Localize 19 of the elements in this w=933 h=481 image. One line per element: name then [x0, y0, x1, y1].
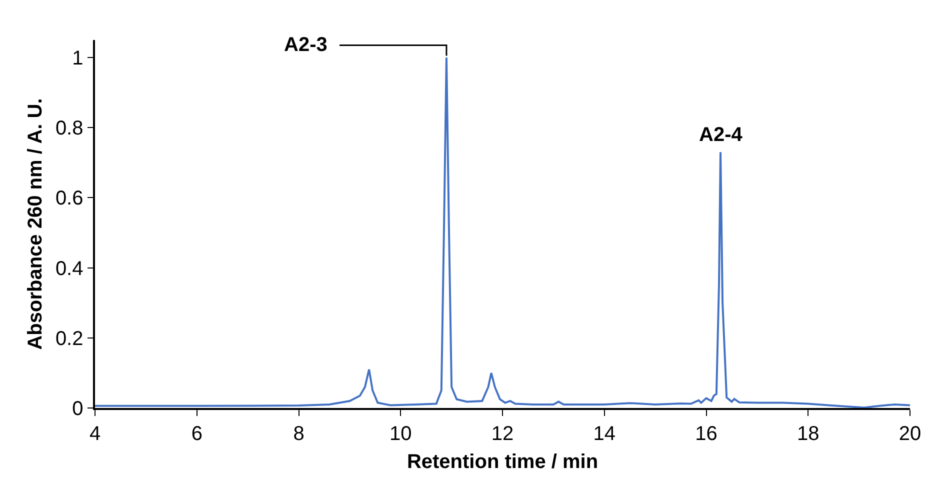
annotation: A2-3: [284, 34, 328, 56]
x-tick-label: 12: [491, 422, 514, 445]
x-tick-label: 4: [89, 422, 101, 445]
y-tick-label: 0: [72, 398, 84, 420]
x-tick-label: 16: [695, 422, 718, 445]
annotation: A2-4: [699, 124, 744, 146]
x-tick-label: 8: [293, 422, 304, 445]
x-tick-label: 6: [191, 422, 202, 445]
x-tick-label: 14: [593, 422, 616, 445]
y-tick-label: 0.8: [55, 118, 84, 140]
y-axis-title: Absorbance 260 nm / A. U.: [24, 98, 46, 350]
x-tick-label: 20: [898, 422, 922, 445]
x-axis-title: Retention time / min: [406, 450, 598, 473]
y-tick-label: 0.6: [55, 188, 84, 210]
y-tick-label: 0.4: [55, 258, 84, 280]
y-tick-label: 0.2: [55, 328, 84, 350]
x-tick-label: 10: [390, 422, 412, 445]
x-tick-label: 18: [797, 422, 820, 445]
y-tick-label: 1: [72, 48, 84, 70]
